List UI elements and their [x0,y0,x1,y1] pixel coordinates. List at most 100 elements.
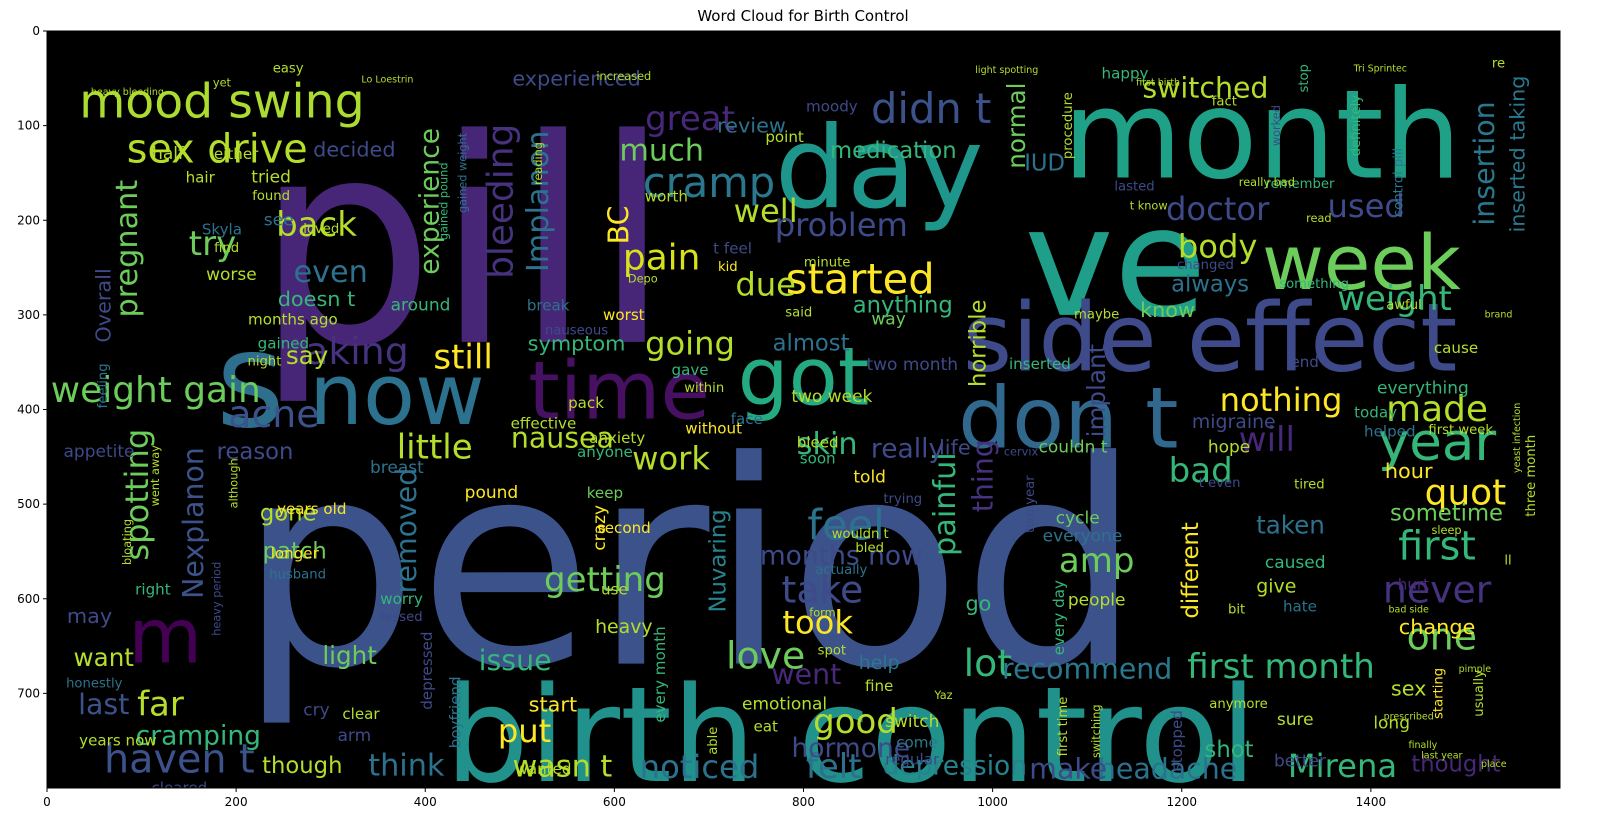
word-spot: spot [818,643,846,658]
word-years-old: years old [277,500,346,518]
y-tick-label: 0 [32,24,40,38]
word-two-week: two week [791,387,872,407]
word-worst: worst [603,306,645,324]
word-didn-t: didn t [871,84,991,133]
word-gained-weight: gained weight [457,132,470,213]
word-within: within [684,381,724,396]
word-happy: happy [1102,65,1149,83]
word-break: break [527,296,570,314]
word-noticed: noticed [640,748,760,786]
word-night: night [248,355,282,370]
word-normal: normal [1002,83,1031,169]
word-depo: Depo [628,272,658,285]
y-tick-label: 300 [17,308,40,322]
word-end: end [1290,353,1318,371]
word-yaz: Yaz [933,689,952,702]
word-spotting: spotting [118,429,156,561]
word-make: make [1029,753,1107,786]
word-starting: starting [1431,668,1446,719]
word-prescribed: prescribed [1384,712,1434,723]
word-cycle: cycle [1056,508,1100,528]
word-hair: hair [186,169,216,187]
word-bled: bled [855,541,884,556]
word-emotional: emotional [742,695,827,715]
word-mirena: Mirena [1288,747,1397,785]
word-sleep: sleep [1431,524,1461,537]
word-tri-sprintec: Tri Sprintec [1353,63,1407,74]
word-think: think [368,749,445,784]
word-much: much [619,134,704,169]
word-brand: brand [1485,309,1513,320]
word-around: around [391,295,451,315]
word-first-time: first time [1056,697,1071,757]
word-really-bad: really bad [1239,176,1295,189]
word-pound: pound [465,483,519,503]
word-bit: bit [1228,603,1245,618]
y-tick-label: 500 [17,497,40,511]
word-anymore: anymore [1209,697,1267,712]
word-appetite: appetite [64,442,135,462]
word-heavy: heavy [595,616,653,638]
word-worked: worked [1270,105,1283,146]
x-tick-label: 400 [414,795,437,809]
word-pack: pack [568,394,604,412]
word-although: although [228,458,241,508]
y-tick-label: 100 [17,119,40,133]
word-found: found [252,189,290,204]
word-due: due [735,266,796,304]
word-last-year: last year [1421,750,1462,761]
word-light-spotting: light spotting [975,65,1038,76]
word-getting: getting [544,560,666,600]
word-cervix: cervix [1004,446,1039,459]
word-said: said [785,305,812,320]
word-iud: IUD [1024,150,1065,176]
word-eat: eat [753,717,778,735]
word-weight: weight [1337,279,1452,319]
word-far: far [137,685,184,725]
word-week: week [1262,219,1461,307]
word-three-month: three month [1524,435,1539,517]
word-honestly: honestly [66,676,123,691]
word-every-day: every day [1050,580,1068,655]
word-soon: soon [800,450,836,468]
word-usually: usually [1472,670,1487,717]
word-going: going [645,324,735,362]
word-place: place [1481,759,1507,770]
y-tick-label: 600 [17,592,40,606]
word-may: may [67,604,112,628]
word-loved: loved [303,222,339,237]
word-taking: taking [290,329,408,373]
word-first: first [1398,524,1476,570]
word-gained-pound: gained pound [438,162,451,240]
word-made: made [1386,389,1488,430]
word-doesn-t: doesn t [278,287,356,311]
word-minute: minute [804,255,851,270]
word-switching: switching [1090,704,1103,758]
word-yet: yet [213,77,232,90]
word-form: form [809,606,835,619]
word-gone: gone [260,501,317,527]
word-shot: shot [1205,737,1254,763]
word-work: work [632,440,710,478]
word-cry: cry [303,700,329,720]
word-wasn-t: wasn t [512,750,612,785]
word-hope: hope [1208,437,1250,457]
word-helped: helped [1364,422,1416,440]
word-horrible: horrible [965,300,991,387]
word-effective: effective [511,415,577,433]
word-definitely: definitely [1349,95,1364,157]
word-though: though [262,753,342,779]
word-know: know [1140,298,1195,322]
word-use: use [601,580,628,598]
word-nauseous: nauseous [545,323,608,338]
word-implant: implant [1082,343,1111,437]
word-hour: hour [1385,459,1433,483]
word-anything: anything [853,292,953,318]
word-experienced: experienced [512,66,640,90]
word-every-month: every month [651,626,669,722]
word-bad: bad [1169,451,1233,491]
x-tick-label: 1200 [1166,795,1197,809]
word-worse: worse [206,265,257,285]
word-husband: husband [269,568,326,583]
